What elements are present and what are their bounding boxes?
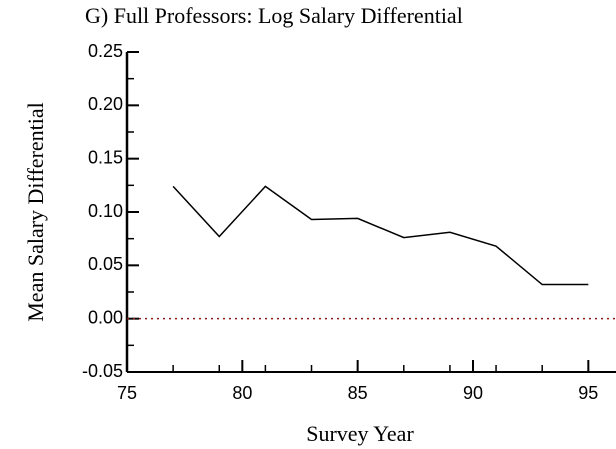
chart-title: G) Full Professors: Log Salary Different… [85, 3, 463, 28]
x-tick-label: 95 [578, 383, 598, 403]
x-tick-label: 85 [348, 383, 368, 403]
x-tick-label: 75 [117, 383, 137, 403]
y-tick-label: 0.05 [88, 254, 123, 274]
y-tick-label: 0.25 [88, 41, 123, 61]
y-tick-label: 0.15 [88, 147, 123, 167]
y-tick-label: 0.10 [88, 201, 123, 221]
y-tick-label: 0.00 [88, 307, 123, 327]
y-tick-label: 0.20 [88, 94, 123, 114]
data-line [172, 185, 589, 286]
x-tick-label: 80 [232, 383, 252, 403]
y-tick-label: -0.05 [82, 361, 123, 381]
y-axis-label: Mean Salary Differential [23, 102, 48, 322]
x-tick-label: 90 [463, 383, 483, 403]
x-axis-label: Survey Year [306, 421, 414, 446]
